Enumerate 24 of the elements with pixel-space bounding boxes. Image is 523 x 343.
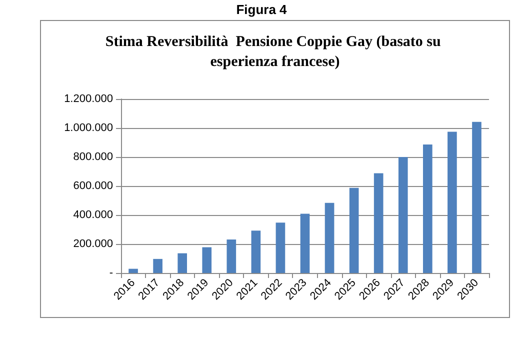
bar	[448, 132, 457, 273]
y-tick-label: 800.000	[73, 151, 113, 163]
text: Figura 4	[235, 2, 288, 17]
bar	[153, 258, 162, 273]
bar	[128, 268, 138, 273]
bar	[226, 240, 236, 273]
y-tick-label: 1.000.000	[64, 122, 113, 134]
bar	[300, 214, 310, 273]
bar	[251, 230, 261, 273]
bar	[276, 222, 286, 273]
bar	[202, 247, 212, 273]
chart-title: Stima Reversibilità Pensione Coppie Gay (basato su esperienza francese)	[105, 34, 445, 70]
bar	[423, 144, 432, 273]
bar	[374, 173, 384, 273]
bar	[349, 188, 359, 273]
bar	[324, 202, 334, 273]
y-tick-label: 200.000	[73, 238, 113, 250]
bar	[472, 122, 482, 273]
y-tick-label: 600.000	[73, 180, 113, 192]
y-tick-label: -	[109, 267, 114, 279]
bar	[398, 157, 408, 273]
bar	[178, 253, 187, 273]
y-tick-label: 400.000	[73, 209, 113, 221]
y-tick-label: 1.200.000	[64, 93, 113, 105]
